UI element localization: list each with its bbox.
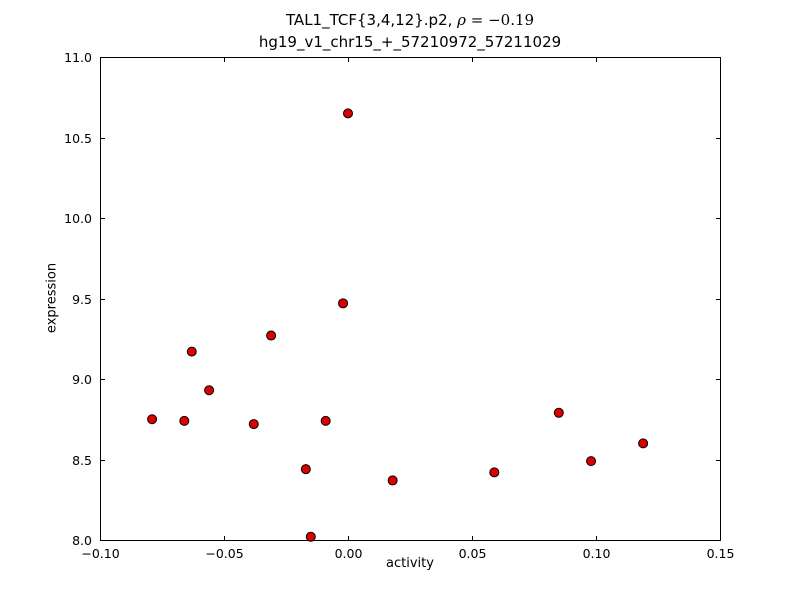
- x-tick-label: −0.10: [81, 546, 119, 561]
- x-tick-label: 0.10: [583, 546, 611, 561]
- data-point: [387, 475, 398, 486]
- chart-subtitle: hg19_v1_chr15_+_57210972_57211029: [258, 33, 562, 51]
- data-point: [489, 467, 500, 478]
- x-axis-label: activity: [386, 556, 434, 571]
- data-point: [305, 531, 316, 542]
- chart-title-rho-value: = −0.19: [465, 11, 535, 29]
- x-tick-label: 0.05: [459, 546, 487, 561]
- data-point: [248, 419, 259, 430]
- data-point: [204, 385, 215, 396]
- y-tick-label: 8.0: [72, 533, 92, 548]
- x-tick-label: −0.05: [205, 546, 243, 561]
- data-point: [186, 346, 197, 357]
- data-point: [343, 108, 353, 119]
- y-tick-label: 8.5: [72, 453, 92, 468]
- data-point: [553, 407, 564, 418]
- y-tick-label: 9.0: [72, 372, 92, 387]
- chart-title-text: TAL1_TCF{3,4,12}.p2,: [285, 11, 458, 29]
- y-tick-label: 9.5: [72, 292, 92, 307]
- data-point: [266, 330, 277, 341]
- y-tick-label: 10.0: [64, 211, 92, 226]
- data-point: [338, 298, 349, 309]
- data-point: [179, 415, 190, 426]
- chart-title: TAL1_TCF{3,4,12}.p2, ρ = −0.19: [100, 9, 720, 31]
- data-point: [586, 456, 597, 467]
- y-tick-label: 11.0: [64, 50, 92, 65]
- data-point: [320, 415, 331, 426]
- y-tick-label: 10.5: [64, 131, 92, 146]
- x-tick-label: 0.00: [335, 546, 363, 561]
- y-axis-label: expression: [44, 262, 60, 334]
- axes-frame: [100, 57, 721, 541]
- x-tick-label: 0.15: [707, 546, 735, 561]
- chart-title-rho-symbol: ρ: [457, 11, 466, 29]
- data-point: [638, 438, 649, 449]
- data-point: [147, 414, 158, 425]
- data-point: [300, 464, 311, 475]
